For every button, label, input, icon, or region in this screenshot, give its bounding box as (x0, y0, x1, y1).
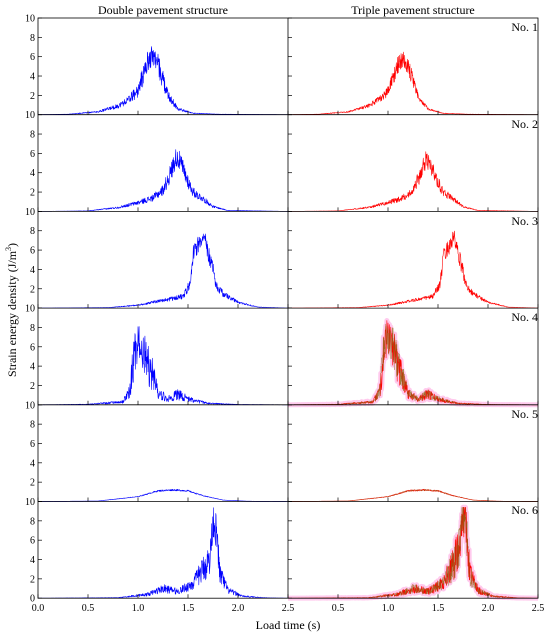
x-tick-label: 2.5 (532, 603, 545, 614)
y-tick-label: 10 (25, 400, 35, 411)
y-tick-label: 2 (30, 284, 35, 295)
column-title-double: Double pavement structure (98, 3, 228, 17)
x-tick-label: 1.0 (382, 603, 395, 614)
series-line-double-no4 (37, 326, 289, 406)
x-tick-label: 1.5 (182, 603, 195, 614)
y-tick-label: 0 (30, 594, 35, 605)
y-axis-label-close: ) (5, 243, 19, 247)
series-line-double-no3 (37, 233, 289, 309)
y-tick-label: 6 (30, 536, 35, 547)
x-tick-label: 1.0 (132, 603, 145, 614)
y-tick-label: 6 (30, 342, 35, 353)
y-tick-label: 10 (25, 110, 35, 121)
x-axis-label: Load time (s) (256, 618, 321, 632)
y-tick-label: 2 (30, 381, 35, 392)
x-tick-label: 2.0 (482, 603, 495, 614)
y-tick-label: 6 (30, 149, 35, 160)
y-tick-label: 4 (30, 458, 35, 469)
row-label-no-6: No. 6 (511, 503, 538, 517)
y-tick-label: 4 (30, 72, 35, 83)
series-line-triple-no1 (287, 51, 539, 115)
series-line-triple-no2 (287, 151, 539, 212)
series-line-double-no1 (37, 46, 289, 115)
y-tick-label: 8 (30, 226, 35, 237)
series-overlay-no6 (288, 507, 538, 599)
series-glow-no4 (285, 318, 541, 408)
x-tick-label: 0.5 (82, 603, 95, 614)
y-tick-label: 8 (30, 420, 35, 431)
x-tick-label: 0.0 (32, 603, 45, 614)
series-line-triple-no3 (287, 230, 539, 309)
series-line-triple-no5 (287, 488, 539, 502)
y-tick-label: 10 (25, 497, 35, 508)
y-tick-label: 6 (30, 246, 35, 257)
series-line-double-no2 (37, 149, 289, 212)
y-tick-label: 6 (30, 439, 35, 450)
y-axis-label: Strain energy density (J/m3) (4, 243, 19, 377)
ticks-layer: 2 4 6 8 10 2 4 6 8 10 2 4 6 8 10 2 4 6 8 10 2 4 6 8 10 0 2 4 6 8 10 0.0… (25, 14, 544, 615)
y-tick-label: 2 (30, 188, 35, 199)
y-axis-label-superscript: 3 (4, 247, 13, 251)
y-axis-label-main: Strain energy density (J/m (5, 250, 19, 377)
y-tick-label: 10 (25, 304, 35, 315)
row-label-no-2: No. 2 (511, 117, 538, 131)
x-tick-label: 2.0 (232, 603, 245, 614)
row-label-no-1: No. 1 (511, 20, 538, 34)
x-tick-label: 0.5 (332, 603, 345, 614)
y-tick-label: 4 (30, 555, 35, 566)
series-line-double-no5 (37, 489, 289, 502)
y-tick-label: 10 (25, 207, 35, 218)
y-tick-label: 8 (30, 323, 35, 334)
y-tick-label: 4 (30, 265, 35, 276)
y-tick-label: 2 (30, 91, 35, 102)
y-tick-label: 6 (30, 52, 35, 63)
y-tick-label: 4 (30, 362, 35, 373)
y-tick-label: 8 (30, 130, 35, 141)
series-line-double-no6 (37, 507, 289, 599)
row-label-no-4: No. 4 (511, 310, 538, 324)
row-label-no-3: No. 3 (511, 214, 538, 228)
y-tick-label: 2 (30, 574, 35, 585)
y-tick-label: 2 (30, 478, 35, 489)
column-title-triple: Triple pavement structure (351, 3, 475, 17)
x-tick-label: 2.5 (282, 603, 295, 614)
row-label-no-5: No. 5 (511, 407, 538, 421)
y-tick-label: 8 (30, 516, 35, 527)
y-tick-label: 8 (30, 33, 35, 44)
x-tick-label: 1.5 (432, 603, 445, 614)
y-tick-label: 10 (25, 14, 35, 25)
y-tick-label: 4 (30, 168, 35, 179)
